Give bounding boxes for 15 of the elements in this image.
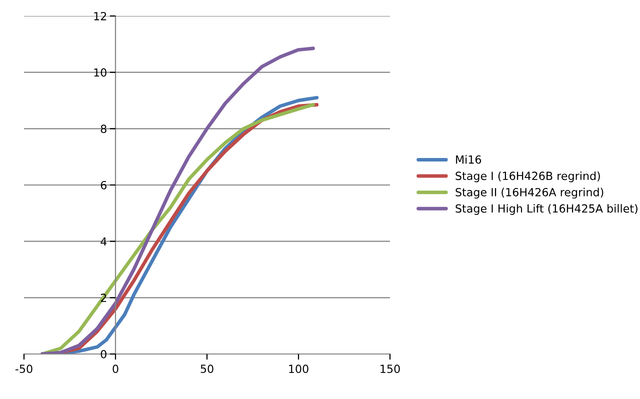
y-tick-label: 0 — [100, 350, 106, 358]
y-tick-label: 4 — [100, 237, 107, 246]
x-tick-label: 150 — [380, 364, 400, 374]
y-tick-label: 6 — [100, 180, 106, 190]
x-tick-label: -50 — [15, 364, 32, 374]
legend-label: Stage I High Lift (16H425A billet) — [456, 204, 638, 215]
legend-label: Mi16 — [456, 155, 482, 164]
x-tick-label: 0 — [112, 364, 118, 374]
y-tick-label: 12 — [94, 12, 106, 20]
legend-label: Stage I (16H426B regrind) — [456, 171, 600, 182]
y-tick-label: 8 — [100, 124, 106, 134]
x-tick-label: 100 — [289, 364, 308, 374]
y-tick-label: 10 — [94, 68, 106, 77]
x-tick-label: 50 — [200, 364, 214, 374]
legend-label: Stage II (16H426A regrind) — [456, 188, 604, 199]
